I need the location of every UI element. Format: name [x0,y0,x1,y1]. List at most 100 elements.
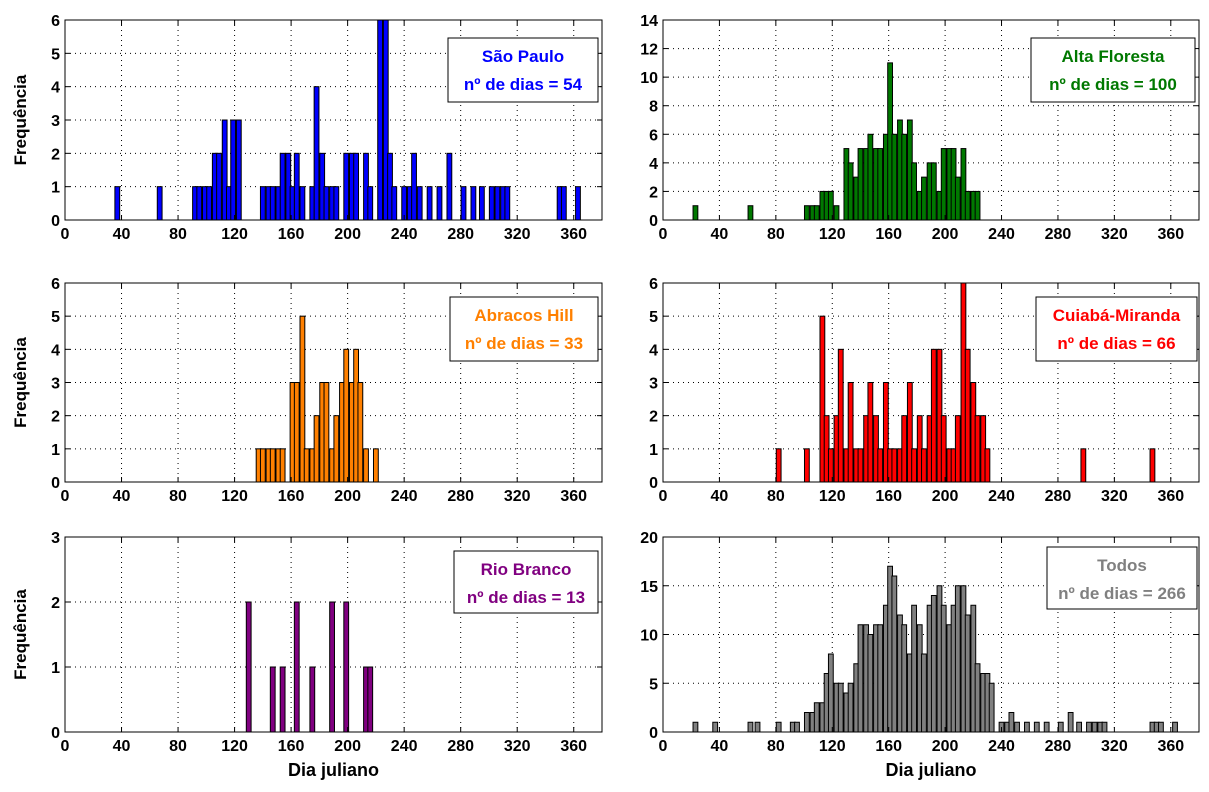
histogram-bar [921,653,927,733]
legend-box: São Paulo nº de dias = 54 [447,37,599,103]
y-tick-label: 2 [51,595,60,612]
histogram-bar [964,614,971,733]
histogram-bar [357,382,364,483]
histogram-bar [803,712,810,733]
x-tick-label: 160 [278,226,305,243]
y-tick-label: 6 [649,276,658,293]
y-tick-label: 0 [51,475,60,492]
x-tick-label: 80 [767,738,785,755]
histogram-bar [1024,721,1030,733]
histogram-bar [877,624,884,733]
x-tick-label: 80 [767,488,785,505]
histogram-bar [269,448,276,483]
histogram-bar [911,162,917,221]
x-tick-label: 360 [560,488,587,505]
histogram-bar [343,152,350,221]
y-tick-label: 12 [640,42,658,59]
x-tick-label: 0 [61,226,70,243]
x-tick-label: 160 [278,738,305,755]
y-tick-label: 0 [649,725,658,742]
legend-station-name: Cuiabá-Miranda [1053,306,1181,325]
x-tick-label: 160 [875,226,902,243]
legend-station-name: Abracos Hill [474,306,573,325]
histogram-bar [329,601,335,733]
x-tick-label: 0 [61,738,70,755]
histogram-bar [877,448,884,483]
legend-day-count: nº de dias = 33 [465,334,583,353]
histogram-bar [813,205,820,221]
legend-day-count: nº de dias = 100 [1049,75,1177,94]
histogram-bar [988,682,995,733]
x-tick-label: 40 [113,488,131,505]
x-tick-label: 280 [447,226,474,243]
x-tick-label: 240 [988,488,1015,505]
y-tick-label: 3 [51,113,60,130]
histogram-bar [867,133,874,221]
histogram-bar [954,176,961,221]
x-tick-label: 320 [504,738,531,755]
histogram-bar [692,721,699,733]
histogram-bar [984,448,991,483]
histogram-bar [1086,721,1092,733]
legend-station-name: Rio Branco [481,560,572,579]
histogram-bar [891,575,898,733]
histogram-bar [245,601,252,733]
x-tick-label: 0 [61,488,70,505]
x-tick-label: 320 [1101,738,1128,755]
y-tick-label: 10 [640,628,658,645]
legend-station-name: Todos [1097,556,1147,575]
histogram-bar [206,186,213,221]
histogram-bar [1076,721,1083,733]
histogram-bar [269,666,276,733]
histogram-bar [867,382,874,483]
y-tick-label: 2 [649,184,658,201]
x-tick-label: 160 [875,488,902,505]
x-tick-label: 120 [221,738,248,755]
y-tick-label: 3 [51,530,60,547]
x-tick-label: 320 [1101,488,1128,505]
x-tick-label: 360 [560,738,587,755]
y-tick-label: 14 [640,13,658,30]
x-tick-label: 360 [560,226,587,243]
histogram-bar [940,148,947,221]
legend-day-count: nº de dias = 13 [467,588,585,607]
histogram-bar [775,721,782,733]
histogram-bar [279,448,286,483]
x-tick-label: 240 [988,738,1015,755]
histogram-bar [964,190,971,221]
histogram-bar [747,721,754,733]
y-tick-label: 15 [640,579,658,596]
x-tick-label: 280 [1045,226,1072,243]
histogram-bar [504,186,511,221]
x-tick-label: 120 [221,226,248,243]
histogram-bar [411,152,417,221]
histogram-bar [333,415,340,483]
histogram-bar [377,19,384,221]
histogram-bar [954,415,961,483]
histogram-bar [803,448,810,483]
histogram-bar [114,186,121,221]
y-tick-label: 5 [51,309,60,326]
histogram-bar [974,415,981,483]
y-axis-label: Frequência [11,589,30,680]
histogram-bar [323,382,330,483]
histogram-bar [857,624,864,733]
histogram-bar [293,382,300,483]
histogram-bar [216,152,222,221]
x-tick-label: 0 [659,738,668,755]
y-tick-label: 4 [649,342,658,359]
x-tick-label: 40 [113,226,131,243]
y-tick-label: 0 [51,725,60,742]
x-tick-label: 160 [278,488,305,505]
histogram-bar [353,152,360,221]
histogram-bar [974,190,981,221]
legend-day-count: nº de dias = 66 [1057,334,1175,353]
histogram-bar [1043,721,1050,733]
histogram-bar [333,186,340,221]
x-tick-label: 240 [391,488,418,505]
x-tick-label: 280 [447,488,474,505]
histogram-bar [313,415,320,483]
histogram-panel-1: 0 40 80 120 160 200 240 280 320 360 0 1 2 3 4 5 6 Frequên… [11,13,603,243]
legend-frame [1046,546,1198,610]
histogram-bar [930,595,937,733]
